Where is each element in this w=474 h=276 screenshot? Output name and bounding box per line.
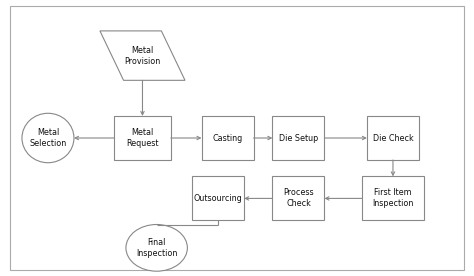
Text: Final
Inspection: Final Inspection bbox=[136, 238, 177, 258]
FancyBboxPatch shape bbox=[114, 116, 171, 160]
Text: Die Setup: Die Setup bbox=[279, 134, 318, 142]
Text: Metal
Request: Metal Request bbox=[126, 128, 159, 148]
Text: Process
Check: Process Check bbox=[283, 188, 314, 208]
Text: Metal
Provision: Metal Provision bbox=[124, 46, 161, 66]
Text: Casting: Casting bbox=[212, 134, 243, 142]
Text: Die Check: Die Check bbox=[373, 134, 413, 142]
Text: Metal
Selection: Metal Selection bbox=[29, 128, 66, 148]
FancyBboxPatch shape bbox=[192, 176, 244, 220]
FancyBboxPatch shape bbox=[367, 116, 419, 160]
FancyBboxPatch shape bbox=[273, 176, 324, 220]
Text: Outsourcing: Outsourcing bbox=[194, 194, 243, 203]
FancyBboxPatch shape bbox=[362, 176, 424, 220]
Ellipse shape bbox=[126, 224, 187, 271]
FancyBboxPatch shape bbox=[273, 116, 324, 160]
Text: First Item
Inspection: First Item Inspection bbox=[372, 188, 414, 208]
Polygon shape bbox=[100, 31, 185, 80]
Ellipse shape bbox=[22, 113, 74, 163]
FancyBboxPatch shape bbox=[201, 116, 254, 160]
